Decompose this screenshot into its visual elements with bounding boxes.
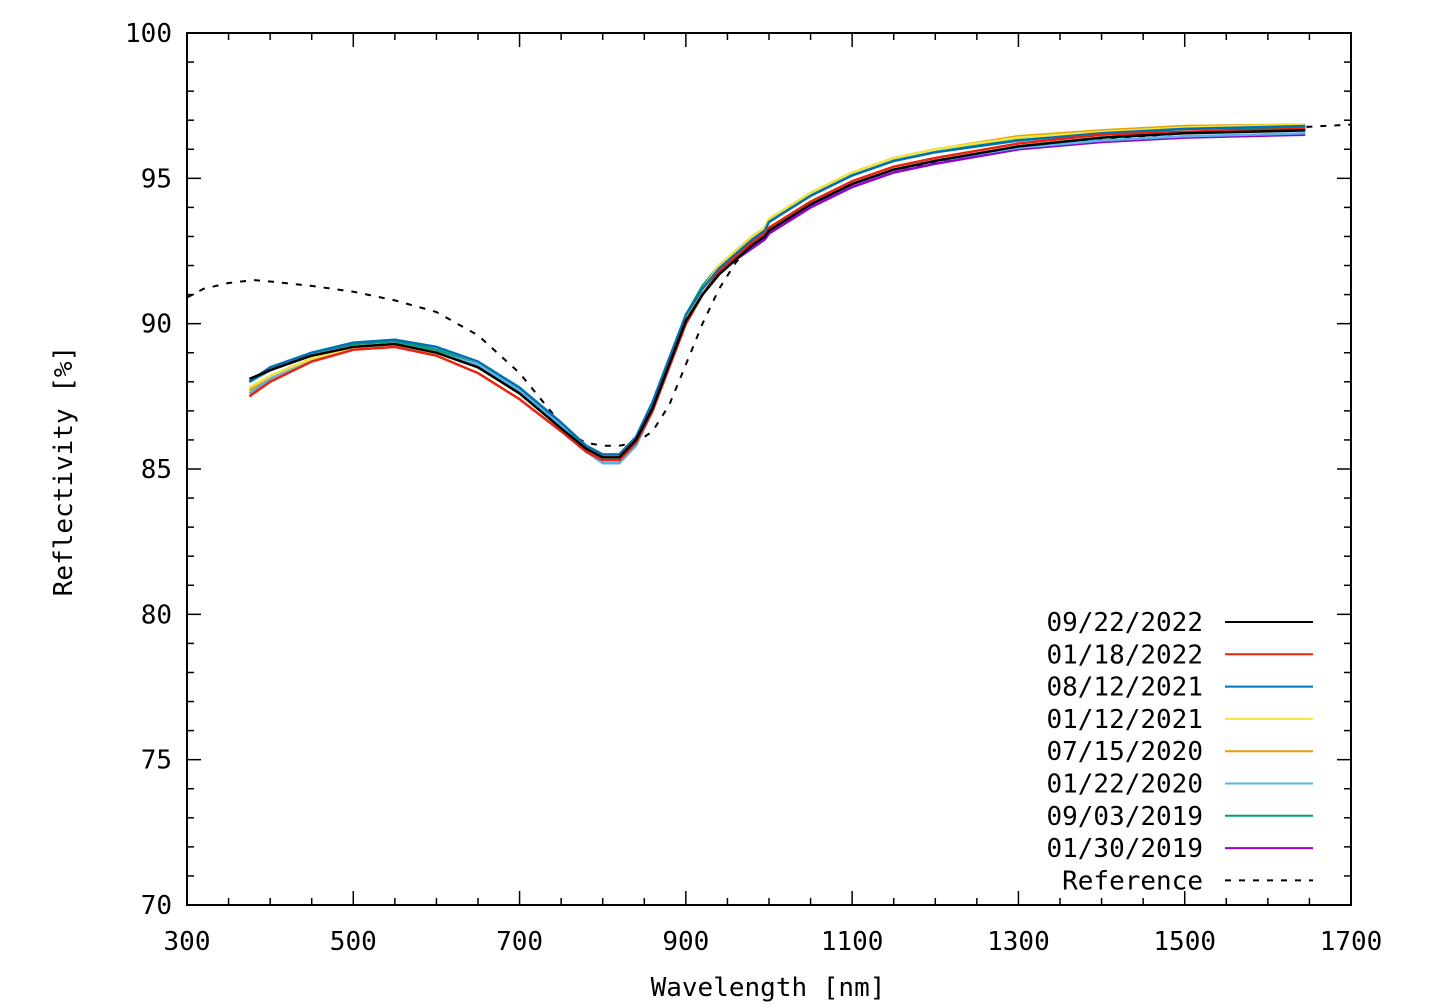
- y-tick-label: 100: [125, 19, 172, 49]
- x-tick-label: 1500: [1153, 927, 1216, 957]
- series-line-reference: [186, 123, 1352, 447]
- axis-ticks: [186, 32, 1352, 906]
- legend-label: 01/22/2020: [1046, 770, 1203, 800]
- x-tick-label: 1300: [987, 927, 1050, 957]
- y-axis-label: Reflectivity [%]: [49, 346, 79, 596]
- y-tick-label: 90: [141, 310, 172, 340]
- x-tick-label: 300: [164, 927, 211, 957]
- series-line-07-15-2020: [248, 123, 1306, 459]
- series-line-09-22-2022: [248, 129, 1306, 459]
- series-line-01-18-2022: [248, 127, 1306, 462]
- x-tick-label: 500: [330, 927, 377, 957]
- x-tick-label: 1100: [821, 927, 884, 957]
- y-tick-label: 75: [141, 746, 172, 776]
- legend-label: 09/22/2022: [1046, 608, 1203, 638]
- series-line-01-12-2021: [248, 123, 1306, 459]
- tick-labels: 300 500 700 900 1100 1300 1500 1700 70 75 80 85 90 95…: [125, 19, 1382, 957]
- x-tick-label: 1700: [1320, 927, 1383, 957]
- y-tick-label: 85: [141, 455, 172, 485]
- legend-label: 01/12/2021: [1046, 705, 1203, 735]
- legend-label: Reference: [1062, 866, 1203, 896]
- legend-label: 01/18/2022: [1046, 640, 1203, 670]
- series-line-09-03-2019: [248, 126, 1306, 456]
- legend-label: 08/12/2021: [1046, 673, 1203, 703]
- legend: 09/22/202201/18/202208/12/202101/12/2021…: [1046, 608, 1313, 896]
- legend-label: 01/30/2019: [1046, 834, 1203, 864]
- series-line-01-22-2020: [248, 132, 1306, 465]
- x-tick-label: 900: [662, 927, 709, 957]
- y-tick-label: 95: [141, 164, 172, 194]
- x-axis-label: Wavelength [nm]: [651, 973, 886, 1003]
- series-line-01-30-2019: [248, 133, 1306, 459]
- series-line-08-12-2021: [248, 124, 1306, 456]
- y-tick-label: 80: [141, 600, 172, 630]
- plot-lines: [186, 123, 1352, 465]
- legend-label: 09/03/2019: [1046, 802, 1203, 832]
- y-tick-label: 70: [141, 891, 172, 921]
- legend-label: 07/15/2020: [1046, 737, 1203, 767]
- x-tick-label: 700: [496, 927, 543, 957]
